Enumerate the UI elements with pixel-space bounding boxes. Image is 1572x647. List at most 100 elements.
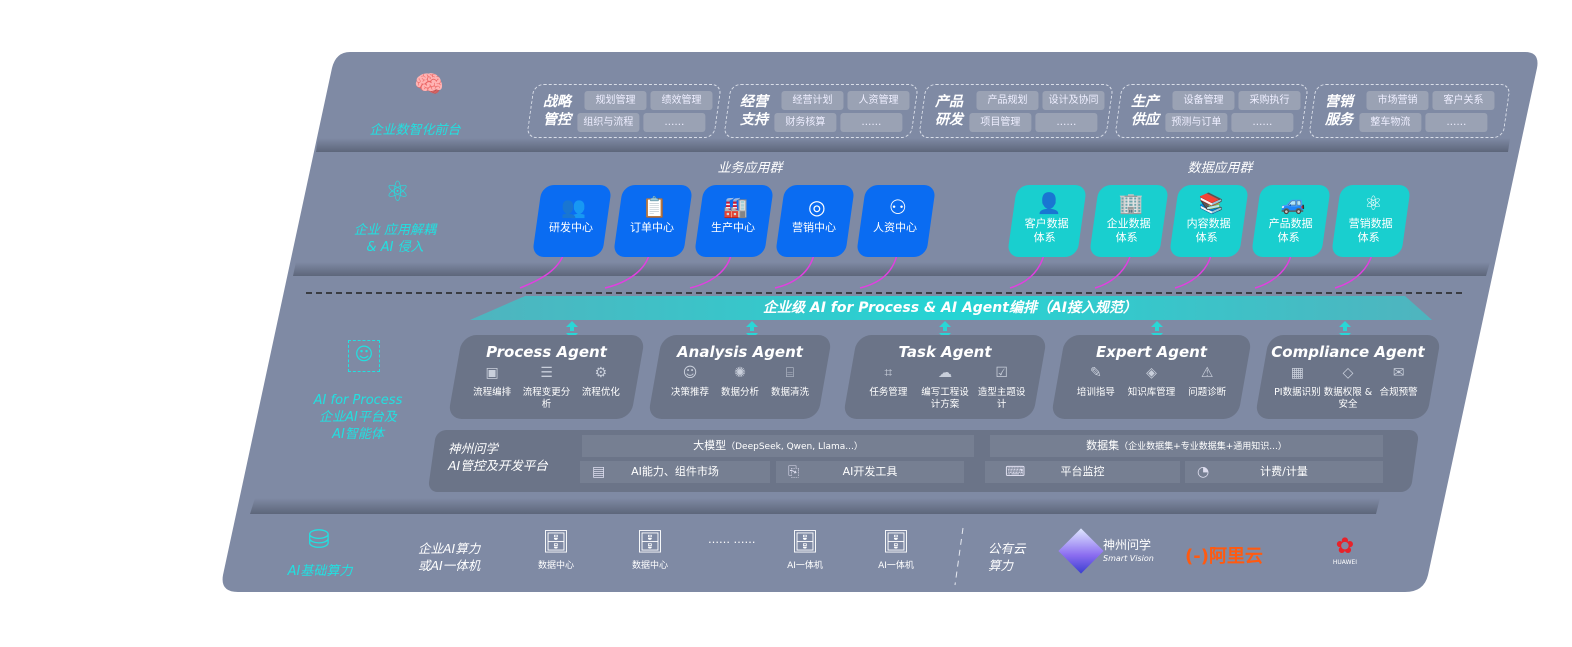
front-chip[interactable]: 市场营销: [1366, 91, 1429, 110]
server-item: 🗄 数据中心: [620, 530, 680, 571]
llm-bar: 大模型（DeepSeek, Qwen, Llama...）: [582, 435, 974, 457]
agent-card[interactable]: Expert Agent ✎ 培训指导 ◈ 知识库管理 ⚠ 问题诊断: [1050, 335, 1253, 419]
business-app-tile[interactable]: 📋 订单中心: [612, 185, 694, 257]
atom-icon: ⚛: [1364, 191, 1383, 215]
data-app-tile[interactable]: 🏢 企业数据 体系: [1088, 185, 1170, 257]
agent-feature: ⌸ 数据清洗: [765, 365, 815, 399]
agent-feature: ▦ PI数据识别: [1272, 365, 1323, 411]
agent-feature: ☑ 造型主题设计: [973, 365, 1030, 411]
business-app-tile[interactable]: ⚇ 人资中心: [855, 185, 937, 257]
molecule-icon: ⚛: [385, 175, 411, 208]
agent-feature: ⌗ 任务管理: [860, 365, 917, 411]
front-group: 生产 供应 设备管理 采购执行 预测与订单……: [1114, 84, 1309, 138]
team-icon: 👥: [561, 195, 587, 219]
onprem-label: 企业AI算力 或AI一体机: [418, 541, 481, 573]
feature-icon: ☰: [540, 365, 553, 381]
feature-icon: ▣: [485, 365, 499, 381]
books-icon: 📚: [1198, 191, 1224, 215]
front-chip[interactable]: ……: [1425, 113, 1488, 132]
feature-icon: ◈: [1146, 365, 1157, 381]
dataset-bar: 数据集（企业数据集+专业数据集+通用知识...）: [990, 435, 1383, 457]
data-app-tile[interactable]: 🚙 产品数据 体系: [1250, 185, 1332, 257]
front-chip[interactable]: 客户关系: [1432, 91, 1495, 110]
server-icon: 🗄: [542, 530, 570, 555]
agent-feature: ▣ 流程编排: [465, 365, 519, 411]
dev-tool-icon: ⎘: [788, 464, 800, 480]
agent-feature: ☰ 流程变更分析: [519, 365, 573, 411]
agent-feature: ✎ 培训指导: [1068, 365, 1124, 399]
business-app-tile[interactable]: 🏭 生产中心: [693, 185, 775, 257]
brain-icon: 🧠: [414, 70, 444, 98]
tool-monitoring[interactable]: ⌨ 平台监控: [985, 461, 1180, 483]
feature-icon: ⚠: [1200, 365, 1214, 381]
front-chip[interactable]: ……: [643, 113, 706, 132]
front-chip[interactable]: 规划管理: [584, 91, 647, 110]
monitor-icon: ⌨: [1005, 464, 1026, 480]
agent-feature: ⚙ 流程优化: [574, 365, 628, 411]
feature-icon: ☺: [682, 365, 698, 381]
feature-icon: ⚙: [594, 365, 608, 381]
feature-icon: ☁: [938, 365, 952, 381]
agent-feature: ☁ 编写工程设计方案: [917, 365, 974, 411]
server-item: 🗄 数据中心: [526, 530, 586, 571]
face-scan-icon: ☺: [348, 340, 380, 372]
agent-feature: ◇ 数据权限 & 安全: [1323, 365, 1373, 410]
business-apps-title: 业务应用群: [717, 161, 783, 176]
clipboard-icon: 📋: [642, 195, 668, 219]
agent-card[interactable]: Analysis Agent ☺ 决策推荐 ✺ 数据分析 ⌸ 数据清洗: [647, 335, 833, 419]
front-chip[interactable]: 项目管理: [969, 113, 1032, 132]
agent-card[interactable]: Compliance Agent ▦ PI数据识别 ◇ 数据权限 & 安全 ✉ 合规预警: [1254, 335, 1442, 419]
front-chip[interactable]: 设计及协同: [1042, 91, 1105, 110]
front-chip[interactable]: 采购执行: [1238, 91, 1301, 110]
front-chip[interactable]: ……: [1035, 113, 1098, 132]
group-title: 战略 管控: [543, 94, 571, 128]
front-group: 营销 服务 市场营销 客户关系 整车物流……: [1308, 84, 1511, 138]
feature-icon: ⌸: [785, 365, 795, 381]
feature-icon: ✺: [734, 365, 746, 381]
front-chip[interactable]: 预测与订单: [1165, 113, 1228, 132]
feature-icon: ✎: [1089, 365, 1102, 381]
front-chip[interactable]: 产品规划: [976, 91, 1039, 110]
data-app-tile[interactable]: 📚 内容数据 体系: [1168, 185, 1250, 257]
front-chip[interactable]: 人资管理: [847, 91, 910, 110]
tool-component-market[interactable]: ▤ AI能力、组件市场: [580, 461, 770, 483]
front-group: 战略 管控 规划管理 绩效管理 组织与流程……: [526, 84, 722, 138]
front-chip[interactable]: 组织与流程: [577, 113, 640, 132]
front-chip[interactable]: 设备管理: [1172, 91, 1235, 110]
server-item: 🗄 AI一体机: [866, 530, 926, 571]
business-app-tile[interactable]: 👥 研发中心: [531, 185, 613, 257]
front-chip[interactable]: 财务核算: [774, 113, 837, 132]
server-icon: 🗄: [791, 530, 819, 555]
user-icon: 👤: [1036, 191, 1062, 215]
gauge-icon: ◔: [1197, 464, 1210, 480]
factory-icon: 🏭: [723, 195, 749, 219]
target-icon: ◎: [808, 195, 826, 219]
agent-feature: ✉ 合规预警: [1373, 365, 1424, 411]
huawei-logo: ✿ HUAWEI: [1332, 534, 1358, 567]
layer-label-apps: 企业 应用解耦 & AI 侵入: [353, 223, 437, 255]
tool-billing[interactable]: ◔ 计费/计量: [1185, 461, 1383, 483]
person-icon: ⚇: [888, 195, 907, 219]
front-chip[interactable]: 经营计划: [781, 91, 844, 110]
tool-dev-tools[interactable]: ⎘ AI开发工具: [776, 461, 964, 483]
feature-icon: ◇: [1342, 365, 1354, 381]
front-chip[interactable]: 整车物流: [1359, 113, 1422, 132]
agent-card[interactable]: Process Agent ▣ 流程编排 ☰ 流程变更分析 ⚙ 流程优化: [447, 335, 646, 419]
server-icon: 🗄: [636, 530, 664, 555]
layer-label-front: 企业数智化前台: [369, 123, 461, 138]
front-group: 经营 支持 经营计划 人资管理 财务核算……: [723, 84, 919, 138]
database-icon: ⛁: [308, 525, 330, 555]
car-icon: 🚙: [1280, 191, 1306, 215]
data-app-tile[interactable]: 👤 客户数据 体系: [1006, 185, 1088, 257]
front-chip[interactable]: 绩效管理: [650, 91, 713, 110]
data-app-tile[interactable]: ⚛ 营销数据 体系: [1330, 185, 1412, 257]
smart-vision-name: 神州问学 Smart Vision: [1103, 538, 1154, 564]
group-title: 产品 研发: [935, 94, 963, 128]
agent-card[interactable]: Task Agent ⌗ 任务管理 ☁ 编写工程设计方案 ☑ 造型主题设计: [842, 335, 1048, 419]
platform-title: 神州问学 AI管控及开发平台: [448, 441, 548, 473]
business-app-tile[interactable]: ◎ 营销中心: [774, 185, 856, 257]
public-cloud-label: 公有云 算力: [988, 541, 1026, 573]
front-chip[interactable]: ……: [1231, 113, 1294, 132]
front-chip[interactable]: ……: [840, 113, 903, 132]
feature-icon: ▦: [1290, 365, 1304, 381]
